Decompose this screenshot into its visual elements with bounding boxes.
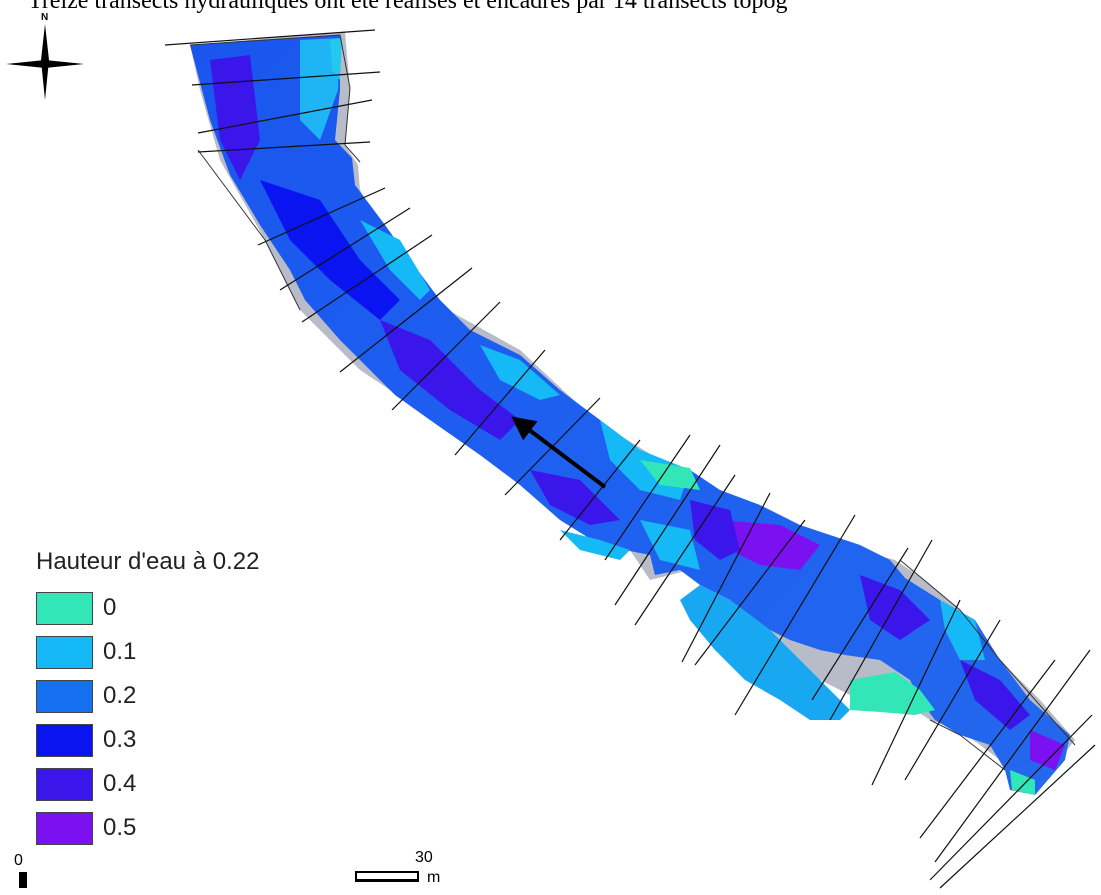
legend-item: 0.5 [36,808,259,848]
legend-label: 0.4 [103,770,137,797]
legend-label: 0.3 [103,726,137,753]
depth-legend: Hauteur d'eau à 0.22 0 0.1 0.2 0.3 0.4 0… [36,548,259,852]
legend-item: 0.4 [36,764,259,804]
legend-item: 0.3 [36,720,259,760]
legend-swatch [36,679,93,713]
north-arrow-icon: N [6,12,84,100]
scale-origin-tick [19,872,27,888]
scale-unit: m [427,869,441,886]
scale-bar-graphic [355,871,419,882]
legend-swatch [36,591,93,625]
legend-label: 0.2 [103,682,137,709]
legend-label: 0.5 [103,814,137,841]
legend-item: 0.2 [36,676,259,716]
transect-lines [164,29,1096,889]
legend-swatch [36,811,93,845]
legend-item: 0.1 [36,632,259,672]
legend-label: 0 [103,594,117,621]
scale-value: 30 [415,849,433,866]
scale-zero-label: 0 [14,852,23,869]
legend-title: Hauteur d'eau à 0.22 [36,548,260,575]
caption-text: Treize transects hydrauliques ont été ré… [28,0,788,14]
legend-swatch [36,723,93,757]
legend-label: 0.1 [103,638,137,665]
north-label: N [41,12,48,23]
bank-outline [189,34,1076,771]
legend-swatch [36,635,93,669]
water-body-side-channel [680,585,850,720]
legend-swatch [36,767,93,801]
legend-item: 0 [36,588,259,628]
water-body-main [190,35,1070,795]
flow-direction-arrow [511,416,607,489]
water-body-shallow-bank [850,672,935,715]
